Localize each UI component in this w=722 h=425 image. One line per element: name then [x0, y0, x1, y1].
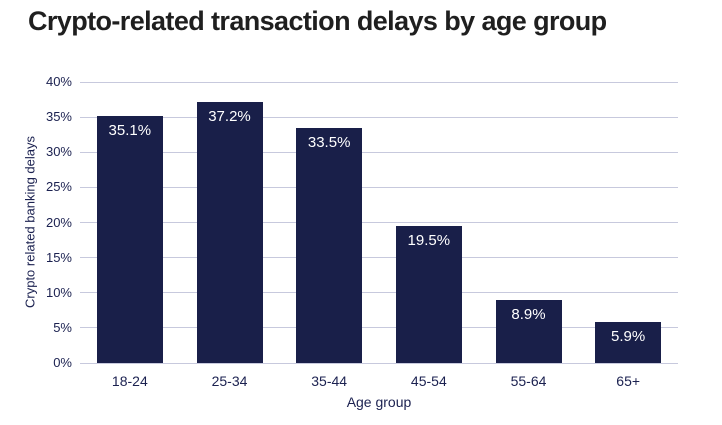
y-tick-label: 15% [45, 249, 72, 265]
x-tick-label: 25-34 [211, 373, 248, 389]
bar: 5.9% [595, 321, 662, 363]
bar: 33.5% [296, 127, 363, 363]
plot-area: 35.1% 37.2% 33.5% 19.5% 8.9% 5.9% [80, 81, 678, 364]
y-tick-label: 30% [45, 144, 72, 160]
gridline [80, 327, 678, 329]
bar-value-label: 37.2% [208, 107, 251, 125]
x-tick-label: 35-44 [311, 373, 348, 389]
y-tick-label: 0% [53, 355, 72, 370]
chart-title: Crypto-related transaction delays by age… [28, 6, 607, 36]
bar: 8.9% [495, 300, 562, 363]
y-tick-label: 25% [45, 179, 72, 195]
y-tick-label: 35% [45, 109, 72, 125]
y-tick-label: 20% [45, 214, 72, 230]
bar: 35.1% [96, 116, 163, 363]
x-tick-label: 18-24 [111, 373, 148, 389]
gridline [80, 222, 678, 223]
y-tick-label: 10% [45, 284, 72, 300]
y-tick-label: 40% [45, 74, 72, 89]
bar-value-label: 33.5% [307, 133, 351, 151]
gridline [80, 151, 678, 153]
gridline [80, 257, 678, 259]
y-tick-label: 5% [53, 319, 72, 335]
x-axis-title: Age group [346, 394, 412, 410]
bar-value-label: 8.9% [511, 306, 546, 324]
bar-value-label: 5.9% [611, 327, 646, 345]
gridline [80, 292, 678, 294]
bar-value-label: 19.5% [407, 232, 451, 250]
gridline [80, 116, 678, 118]
bar: 37.2% [196, 101, 263, 363]
gridline [80, 81, 678, 83]
gridline [80, 362, 678, 364]
x-tick-label: 55-64 [510, 373, 547, 389]
x-tick-label: 45-54 [410, 373, 447, 389]
gridline [80, 186, 678, 188]
x-tick-label: 65+ [616, 373, 641, 389]
bar: 19.5% [395, 226, 462, 363]
bar-value-label: 35.1% [108, 122, 152, 140]
